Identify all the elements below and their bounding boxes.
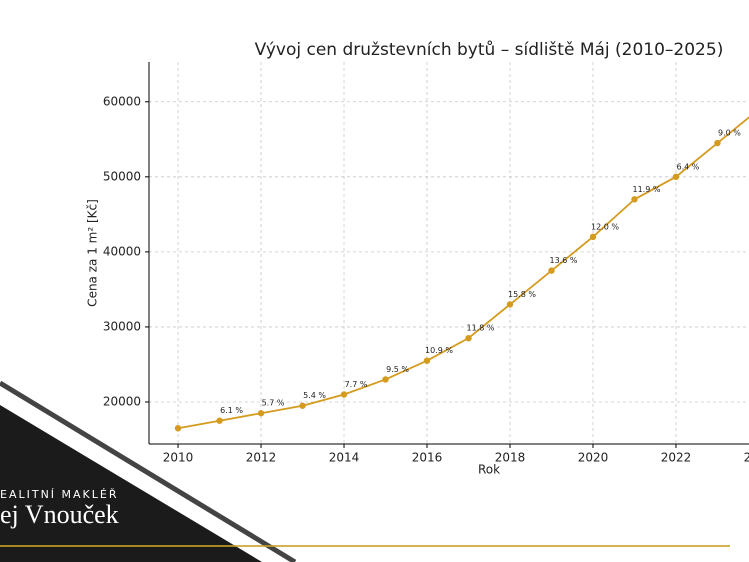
value-label: 6.1 % bbox=[220, 406, 243, 415]
series-line bbox=[177, 116, 749, 430]
logo-line1: EALITNÍ MAKLÉŘ bbox=[0, 488, 119, 501]
x-tick-label: 2014 bbox=[329, 451, 360, 465]
x-axis-label: Rok bbox=[478, 463, 500, 477]
data-point bbox=[465, 334, 472, 342]
x-tick-label: 2022 bbox=[661, 451, 692, 465]
plot-area: 20000 30000 40000 50000 60000 2010 2012 2014 201… bbox=[103, 62, 749, 465]
value-label: 6.4 % bbox=[677, 162, 700, 171]
data-point bbox=[506, 301, 514, 308]
value-label: 9.0 % bbox=[718, 129, 741, 138]
value-label: 12.0 % bbox=[591, 222, 619, 231]
value-label: 11.8 % bbox=[467, 324, 495, 333]
logo-line2: ej Vnouček bbox=[0, 500, 119, 529]
value-label: 5.4 % bbox=[303, 391, 326, 400]
logo-stripe bbox=[0, 393, 277, 562]
data-point bbox=[672, 173, 680, 181]
y-tick-label: 30000 bbox=[103, 319, 141, 333]
x-tick-label: 2018 bbox=[495, 451, 526, 465]
x-tick-label: 2020 bbox=[578, 451, 609, 465]
value-label: 7.7 % bbox=[345, 380, 368, 389]
y-tick-label: 60000 bbox=[103, 94, 141, 108]
data-point bbox=[174, 425, 182, 432]
value-label: 10.9 % bbox=[425, 346, 453, 355]
x-tick-label: 2010 bbox=[163, 451, 194, 465]
logo-stripe bbox=[0, 380, 297, 562]
chart-title: Vývoj cen družstevních bytů – sídliště M… bbox=[255, 40, 724, 60]
value-label: 13.6 % bbox=[550, 256, 578, 265]
data-point bbox=[589, 233, 597, 241]
y-tick-label: 40000 bbox=[103, 244, 141, 258]
data-point bbox=[548, 267, 555, 274]
x-tick-label: 2024 bbox=[744, 451, 749, 465]
value-label: 11.9 % bbox=[632, 185, 660, 194]
y-tick-label: 50000 bbox=[103, 169, 141, 183]
data-point bbox=[714, 139, 721, 147]
value-label: 9.5 % bbox=[386, 365, 409, 374]
y-tick-label: 20000 bbox=[103, 394, 141, 408]
data-point bbox=[382, 376, 389, 383]
x-tick-label: 2016 bbox=[412, 451, 443, 465]
data-point bbox=[631, 196, 638, 203]
logo-band bbox=[0, 405, 262, 562]
data-point bbox=[257, 410, 265, 417]
data-point bbox=[299, 402, 306, 409]
y-axis-label: Cena za 1 m² [Kč] bbox=[86, 199, 100, 307]
value-label: 5.7 % bbox=[262, 399, 285, 408]
x-tick-label: 2012 bbox=[246, 451, 277, 465]
data-point bbox=[216, 417, 223, 424]
logo: EALITNÍ MAKLÉŘ ej Vnouček bbox=[0, 380, 730, 562]
value-label: 15.8 % bbox=[508, 290, 536, 299]
data-point bbox=[423, 357, 431, 364]
data-point bbox=[340, 391, 348, 398]
